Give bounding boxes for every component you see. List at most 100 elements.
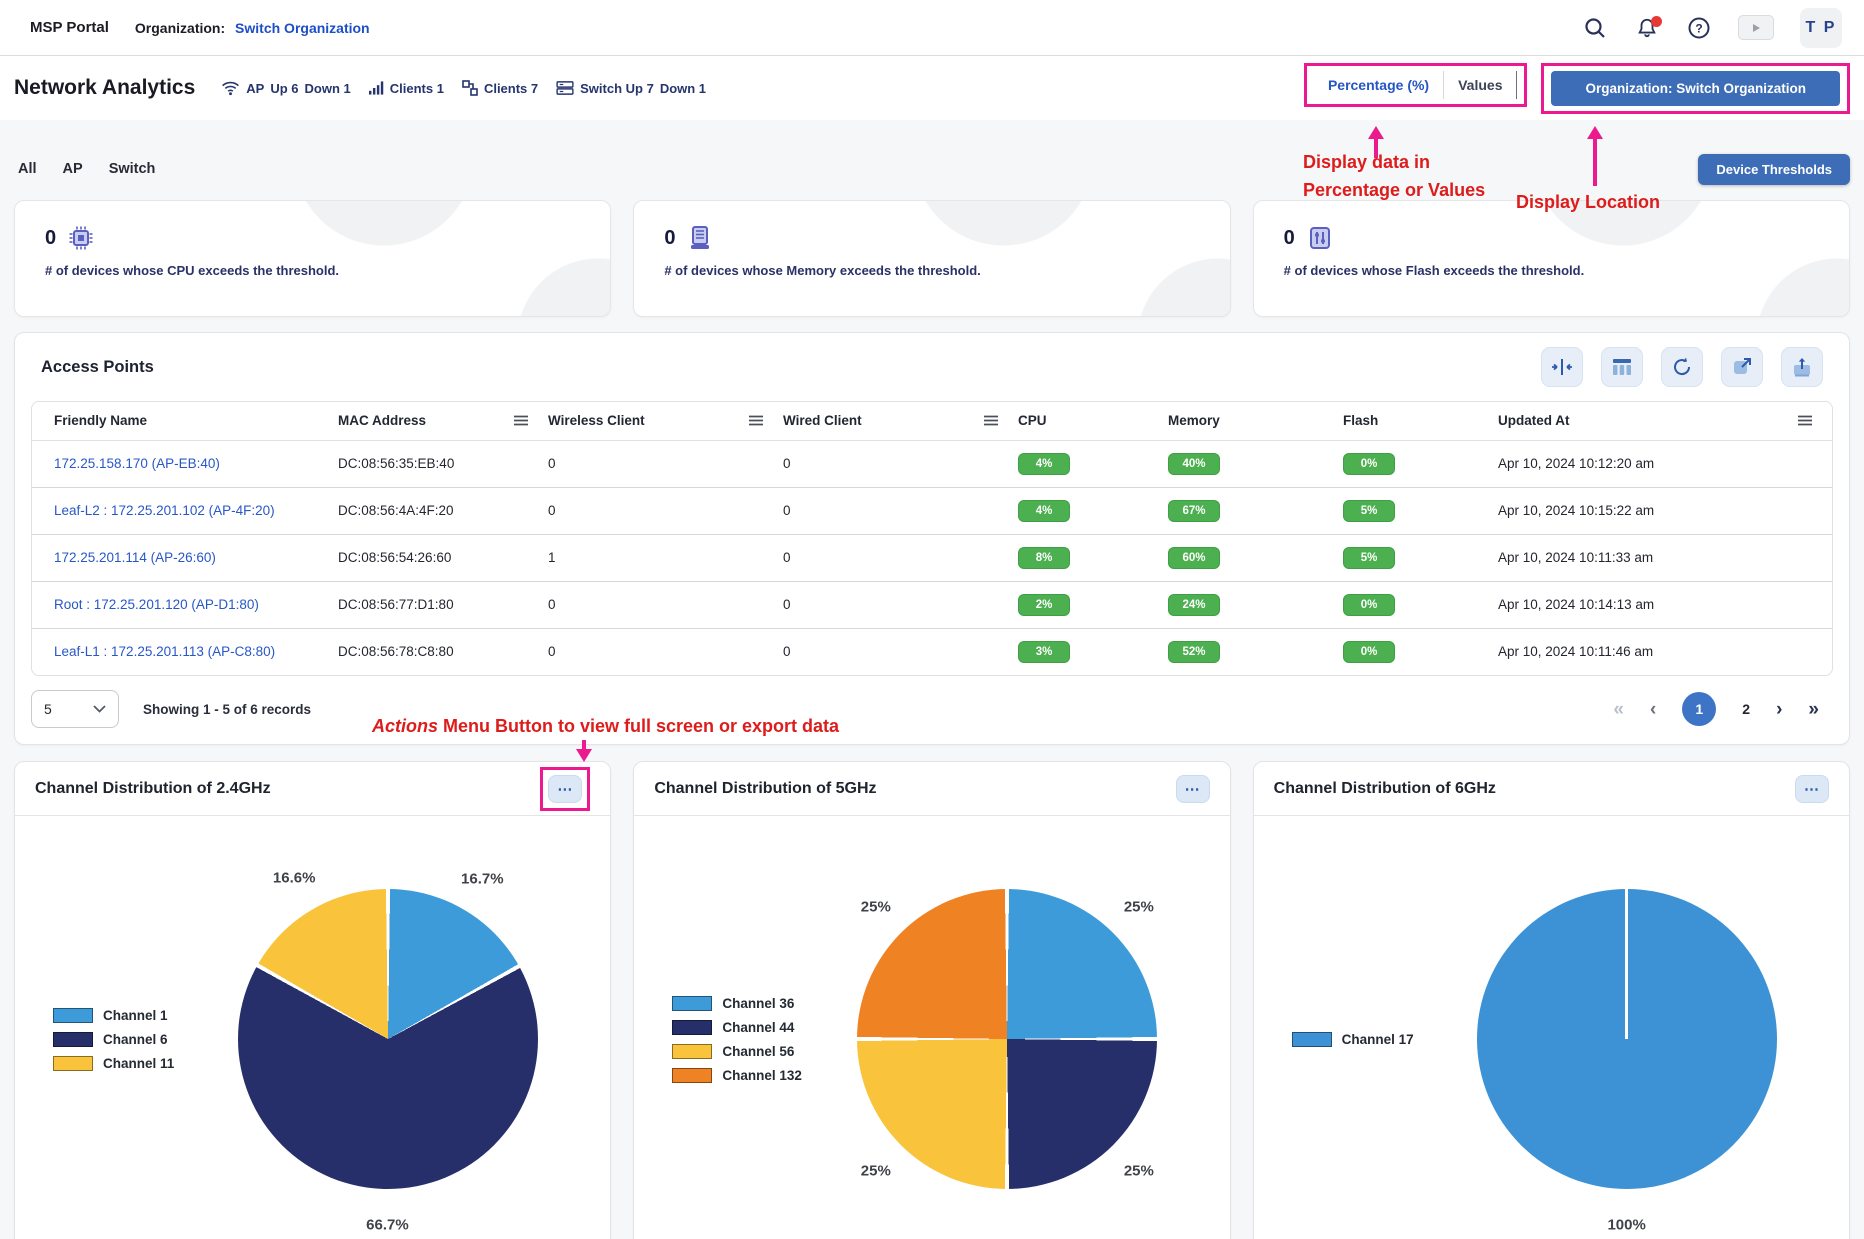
column-wireless-client[interactable]: Wireless Client (542, 402, 777, 441)
ap-down-count: Down 1 (304, 80, 351, 96)
chart-title: Channel Distribution of 5GHz (654, 779, 877, 797)
device-link[interactable]: Leaf-L2 : 172.25.201.102 (AP-4F:20) (54, 503, 275, 518)
pie-slice-label: 25% (860, 1162, 891, 1180)
wired-client-count: 0 (783, 550, 791, 565)
organization-selector-button[interactable]: Organization: Switch Organization (1551, 70, 1840, 106)
search-icon[interactable] (1582, 15, 1608, 41)
column-memory[interactable]: Memory (1162, 402, 1337, 441)
pie-wrap: 25% 25% 25% 25% (809, 841, 1205, 1237)
flash-threshold-label: # of devices whose Flash exceeds the thr… (1283, 263, 1585, 278)
pie-slice-label: 66.7% (366, 1216, 409, 1234)
cpu-threshold-count: 0 (45, 226, 57, 249)
last-page-button[interactable]: » (1808, 698, 1819, 720)
mac-address: DC:08:56:4A:4F:20 (338, 503, 454, 518)
wireless-clients-group: Clients 1 (368, 81, 444, 96)
legend-label: Channel 11 (103, 1055, 175, 1071)
table-menu-column[interactable] (1792, 402, 1832, 441)
device-link[interactable]: 172.25.201.114 (AP-26:60) (54, 550, 216, 565)
legend-item[interactable]: Channel 1 (53, 1007, 190, 1023)
legend-item[interactable]: Channel 6 (53, 1031, 190, 1047)
wired-clients-group: Clients 7 (462, 80, 538, 96)
percentage-toggle-option[interactable]: Percentage (%) (1327, 76, 1430, 93)
legend-swatch (1291, 1031, 1332, 1047)
pie[interactable] (1476, 889, 1777, 1189)
mac-address: DC:08:56:77:D1:80 (338, 597, 454, 612)
pie[interactable] (238, 889, 538, 1189)
status-summary: AP Up 6 Down 1 Clients 1 Clients 7 (221, 80, 706, 96)
memory-threshold-label: # of devices whose Memory exceeds the th… (664, 263, 981, 278)
column-updated-at[interactable]: Updated At (1492, 402, 1792, 441)
cpu-badge: 4% (1018, 499, 1070, 522)
previous-page-button[interactable]: ‹ (1649, 698, 1657, 720)
organization-link[interactable]: Switch Organization (235, 19, 370, 36)
ap-table-body: 172.25.158.170 (AP-EB:40) DC:08:56:35:EB:… (32, 440, 1832, 675)
column-wired-client[interactable]: Wired Client (777, 402, 1012, 441)
mac-address: DC:08:56:35:EB:40 (338, 456, 455, 471)
device-link[interactable]: Root : 172.25.201.120 (AP-D1:80) (54, 597, 259, 612)
expand-icon[interactable] (1721, 347, 1763, 387)
column-menu-icon (514, 415, 528, 426)
legend-label: Channel 17 (1341, 1031, 1414, 1047)
collapse-columns-icon[interactable] (1541, 347, 1583, 387)
legend-item[interactable]: Channel 11 (53, 1055, 190, 1071)
legend-item[interactable]: Channel 132 (672, 1067, 809, 1083)
video-tutorial-icon[interactable] (1738, 15, 1774, 40)
legend-item[interactable]: Channel 17 (1291, 1031, 1429, 1047)
chart-actions-menu-icon[interactable]: ⋯ (1794, 774, 1829, 803)
column-friendly-name[interactable]: Friendly Name (32, 402, 332, 441)
pie-slice-label: 25% (860, 898, 891, 916)
tab-all[interactable]: All (18, 161, 37, 177)
next-page-button[interactable]: › (1776, 698, 1783, 720)
access-points-title: Access Points (41, 357, 154, 376)
pie-slice-label: 16.6% (272, 869, 316, 887)
table-header-row: Friendly Name MAC Address Wireless Clien… (32, 402, 1832, 441)
help-icon[interactable]: ? (1686, 15, 1712, 41)
values-toggle-option[interactable]: Values (1443, 70, 1518, 99)
export-icon[interactable] (1781, 347, 1823, 387)
column-mac-address[interactable]: MAC Address (332, 402, 542, 441)
notifications-bell-icon[interactable] (1634, 15, 1662, 41)
legend-item[interactable]: Channel 44 (672, 1019, 809, 1035)
ap-label: AP (246, 80, 265, 96)
legend-item[interactable]: Channel 36 (672, 995, 809, 1011)
flash-badge: 0% (1343, 452, 1395, 475)
chart-actions-menu-icon[interactable]: ⋯ (1175, 774, 1210, 803)
column-flash[interactable]: Flash (1337, 402, 1492, 441)
tab-switch[interactable]: Switch (108, 161, 156, 177)
refresh-icon[interactable] (1661, 347, 1703, 387)
switch-down-count: Down 1 (659, 80, 707, 96)
chart-legend: Channel 17 (1254, 1031, 1429, 1047)
pie-slice-label: 16.7% (461, 870, 504, 888)
legend-swatch (672, 1019, 713, 1035)
pie[interactable] (857, 889, 1158, 1189)
wireless-client-count: 0 (548, 456, 556, 471)
toggle-highlight-box: Percentage (%) Values (1303, 62, 1528, 107)
page-size-select[interactable]: 5 (31, 690, 119, 728)
chart-actions-menu-icon[interactable]: ⋯ (548, 774, 583, 803)
legend-label: Channel 132 (722, 1067, 802, 1083)
access-points-table: Friendly Name MAC Address Wireless Clien… (31, 401, 1833, 676)
updated-at: Apr 10, 2024 10:12:20 am (1498, 456, 1655, 471)
device-link[interactable]: 172.25.158.170 (AP-EB:40) (54, 456, 220, 471)
charts-row: Channel Distribution of 2.4GHz ⋯ Channel… (14, 761, 1850, 1239)
wired-client-count: 0 (783, 597, 791, 612)
page-button-2[interactable]: 2 (1742, 701, 1751, 717)
device-thresholds-button[interactable]: Device Thresholds (1698, 153, 1850, 185)
first-page-button[interactable]: « (1613, 698, 1624, 720)
top-bar: MSP Portal Organization: Switch Organiza… (0, 0, 1864, 56)
avatar[interactable]: T P (1800, 7, 1842, 48)
columns-icon[interactable] (1601, 347, 1643, 387)
column-cpu[interactable]: CPU (1012, 402, 1162, 441)
flash-threshold-card: 0 # of devices whose Flash exceeds the t… (1252, 200, 1850, 317)
chart-card-2-4ghz: Channel Distribution of 2.4GHz ⋯ Channel… (14, 761, 612, 1239)
tab-ap[interactable]: AP (62, 161, 83, 177)
device-link[interactable]: Leaf-L1 : 172.25.201.113 (AP-C8:80) (54, 644, 276, 660)
stat-cards-row: 0 # of devices whose CPU exceeds the thr… (14, 200, 1850, 317)
organization-line: Organization: Switch Organization (135, 20, 370, 36)
ap-up-count: Up 6 (270, 80, 299, 96)
chart-card-5ghz: Channel Distribution of 5GHz ⋯ Channel 3… (633, 761, 1231, 1239)
page-button-current[interactable]: 1 (1682, 692, 1717, 726)
table-toolbar (1541, 347, 1823, 387)
legend-item[interactable]: Channel 56 (672, 1043, 809, 1059)
cpu-badge: 3% (1018, 640, 1070, 663)
